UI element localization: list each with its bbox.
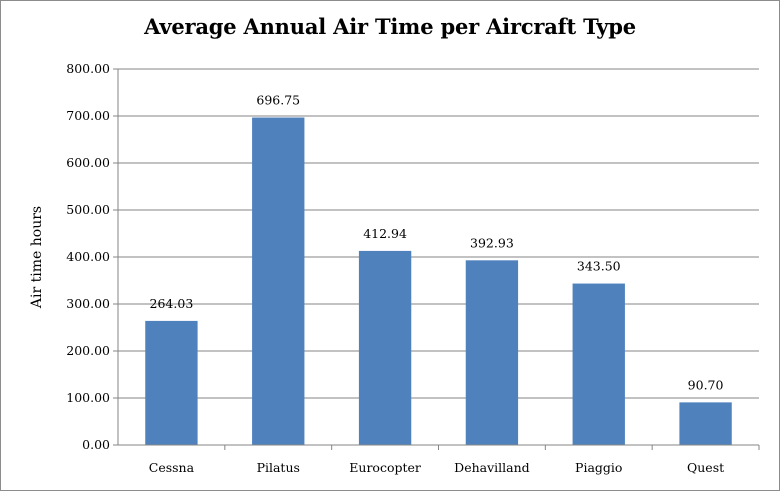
x-tick-label: Dehavilland bbox=[454, 460, 529, 475]
y-axis-label: Air time hours bbox=[29, 206, 45, 309]
y-tick-label: 800.00 bbox=[66, 61, 110, 76]
bar-eurocopter bbox=[358, 250, 412, 445]
y-tick-label: 400.00 bbox=[66, 249, 110, 264]
x-tick-label: Cessna bbox=[149, 460, 195, 475]
y-tick-label: 100.00 bbox=[66, 390, 110, 405]
x-tick-label: Pilatus bbox=[257, 460, 300, 475]
y-tick-label: 200.00 bbox=[66, 343, 110, 358]
data-label: 412.94 bbox=[363, 226, 407, 241]
y-tick-label: 600.00 bbox=[66, 155, 110, 170]
bar-pilatus bbox=[252, 117, 305, 445]
y-tick-label: 500.00 bbox=[66, 202, 110, 217]
data-label: 696.75 bbox=[256, 93, 300, 108]
data-label: 264.03 bbox=[150, 296, 194, 311]
x-tick-label: Piaggio bbox=[575, 460, 622, 475]
bar-cessna bbox=[145, 320, 198, 445]
data-label: 343.50 bbox=[577, 259, 621, 274]
y-tick-label: 700.00 bbox=[66, 108, 110, 123]
y-tick-label: 300.00 bbox=[66, 296, 110, 311]
y-tick-label: 0.00 bbox=[82, 437, 110, 452]
bar-quest bbox=[679, 402, 732, 445]
bar-dehavilland bbox=[465, 260, 519, 445]
bar-piaggio bbox=[572, 283, 625, 445]
data-label: 90.70 bbox=[688, 377, 724, 392]
x-tick-label: Eurocopter bbox=[349, 460, 421, 475]
x-tick-label: Quest bbox=[687, 460, 724, 475]
data-label: 392.93 bbox=[470, 235, 514, 250]
chart-title: Average Annual Air Time per Aircraft Typ… bbox=[144, 14, 636, 39]
